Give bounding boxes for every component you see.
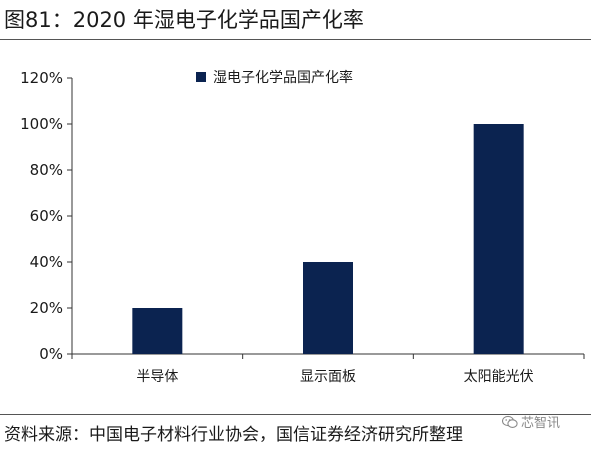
category-label: 半导体 bbox=[136, 369, 178, 385]
y-tick-label: 100% bbox=[20, 115, 63, 133]
bar-chart: 0% 20% 40% 60% 80% 100% 120% 半导体 显示面板 太阳能光伏 湿电子化学品… bbox=[20, 69, 585, 385]
y-tick-label: 40% bbox=[30, 253, 63, 271]
bar bbox=[303, 262, 353, 354]
y-tick-label: 20% bbox=[30, 299, 63, 317]
y-tick-label: 120% bbox=[20, 69, 63, 87]
top-rule bbox=[0, 39, 591, 40]
bar bbox=[132, 308, 183, 354]
figure-title: 图81：2020 年湿电子化学品国产化率 bbox=[4, 8, 364, 32]
wechat-icon bbox=[502, 415, 518, 429]
legend-label: 湿电子化学品国产化率 bbox=[213, 69, 353, 86]
watermark: 芯智讯 bbox=[502, 412, 560, 431]
y-tick-label: 0% bbox=[39, 345, 63, 363]
bar bbox=[473, 124, 524, 354]
watermark-text: 芯智讯 bbox=[521, 416, 561, 431]
source-note: 资料来源：中国电子材料行业协会，国信证券经济研究所整理 bbox=[4, 425, 463, 445]
legend-swatch bbox=[196, 72, 206, 82]
bottom-rule bbox=[0, 414, 591, 415]
category-label: 太阳能光伏 bbox=[464, 369, 534, 385]
category-label: 显示面板 bbox=[300, 369, 356, 385]
y-tick-label: 80% bbox=[30, 161, 63, 179]
y-tick-label: 60% bbox=[30, 207, 63, 225]
